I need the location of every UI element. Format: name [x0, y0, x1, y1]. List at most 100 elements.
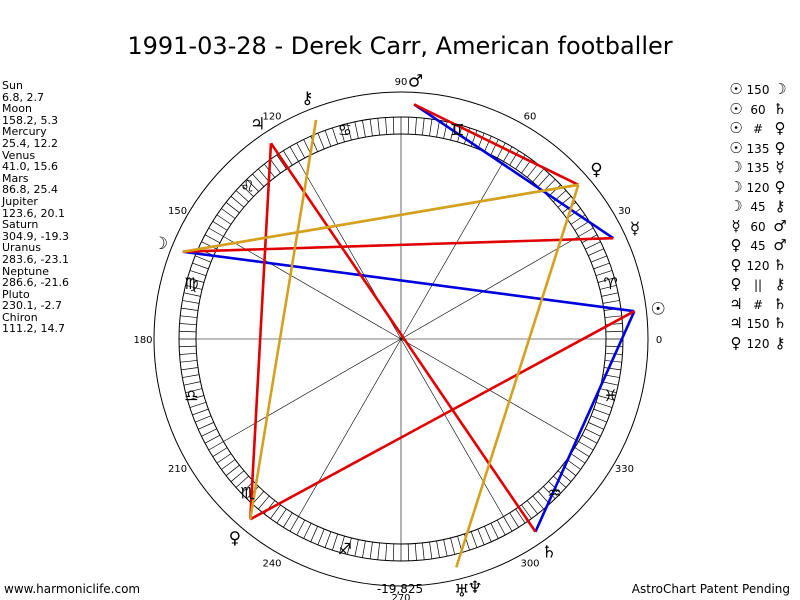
degree-tick	[477, 133, 485, 150]
degree-tick	[578, 441, 594, 451]
degree-tick	[276, 508, 287, 524]
planet-glyph: ♂	[773, 216, 787, 235]
degree-tick	[189, 270, 207, 276]
planet-coords: 86.8, 25.4	[2, 183, 58, 197]
degree-labels: 0 30 60 90 120 150 180 210 240 270 300 330	[133, 77, 662, 600]
degree-label: 150	[168, 206, 187, 217]
zodiac-sign-glyph: ♓	[603, 386, 617, 405]
degree-tick	[180, 315, 198, 318]
degree-tick	[179, 323, 197, 326]
degree-tick	[289, 146, 299, 162]
degree-tick	[484, 136, 492, 152]
planet-glyph: ♂	[773, 236, 787, 254]
degree-tick	[187, 277, 205, 283]
degree-tick	[310, 526, 318, 542]
planet-glyph: ☿	[775, 158, 785, 176]
degree-tick	[332, 533, 338, 551]
degree-tick	[181, 307, 199, 311]
planet-name: Saturn	[2, 218, 39, 232]
planet-coords: 304.9, -19.3	[2, 229, 69, 243]
planet-glyph: ☽	[729, 177, 743, 196]
aspect-line	[248, 119, 318, 520]
aspect-angle: 60	[750, 102, 766, 117]
aspect-row: ☉ 135 ♀	[728, 139, 788, 159]
degree-tick	[553, 475, 567, 488]
wheel-spoke	[400, 236, 579, 340]
degree-tick	[601, 381, 619, 386]
aspect-row: ☿ 60 ♂	[728, 217, 788, 237]
degree-tick	[578, 227, 594, 237]
planet-position-glyph: ♄	[542, 542, 557, 562]
planet-glyph: ♀	[774, 119, 786, 137]
degree-label: 210	[168, 464, 187, 475]
zodiac-sign-glyph: ♒	[547, 483, 561, 502]
planet-glyph: ♄	[773, 294, 787, 313]
website-link[interactable]: www.harmoniclife.com	[4, 582, 141, 596]
center-value: -19,825	[376, 582, 424, 596]
planet-glyph: ⚷	[774, 275, 786, 293]
planet-glyphs: ☉ ☽ ☿ ♀ ♂ ♃ ♄ ♅♆ ♀ ⚷	[153, 71, 666, 600]
planet-coords: 25.4, 12.2	[2, 136, 58, 150]
degree-tick	[185, 284, 203, 290]
wheel-ring	[153, 91, 649, 587]
degree-tick	[187, 395, 205, 401]
degree-tick	[339, 535, 345, 553]
degree-tick	[604, 360, 622, 363]
degree-tick	[324, 130, 332, 147]
degree-tick	[477, 528, 485, 545]
degree-tick	[296, 142, 306, 159]
aspect-line	[413, 103, 615, 240]
degree-tick	[179, 352, 197, 355]
planet-glyph: ☉	[729, 80, 743, 98]
degree-tick	[296, 519, 306, 536]
degree-tick	[354, 539, 359, 557]
degree-tick	[605, 330, 623, 333]
degree-tick	[195, 255, 212, 263]
planet-glyph: ☿	[731, 216, 741, 235]
degree-tick	[332, 127, 338, 145]
degree-tick	[346, 537, 352, 555]
degree-tick	[593, 408, 610, 416]
degree-tick	[208, 441, 224, 451]
aspect-angle: #	[752, 297, 764, 312]
degree-tick	[599, 388, 617, 394]
degree-tick	[450, 123, 456, 141]
aspect-row: ☉ 60 ♄	[728, 100, 788, 120]
planet-position-glyph: ⚷	[301, 89, 313, 109]
degree-tick	[470, 531, 478, 548]
degree-tick	[503, 516, 513, 532]
degree-tick	[450, 537, 456, 555]
planet-position-glyph: ♅	[454, 582, 469, 600]
aspect-angle: 150	[746, 317, 770, 331]
degree-tick	[601, 292, 619, 297]
degree-tick	[588, 248, 604, 256]
aspect-angle: 120	[746, 258, 770, 273]
degree-tick	[585, 241, 601, 250]
aspect-line	[182, 250, 635, 313]
degree-tick	[597, 277, 615, 283]
planet-name: Mercury	[2, 125, 47, 139]
planet-position-glyph: ♀	[590, 160, 602, 180]
degree-tick	[429, 541, 433, 559]
aspect-angle: 120	[746, 336, 770, 351]
aspect-line	[182, 236, 614, 254]
planet-name: Mars	[2, 171, 29, 185]
degree-tick	[407, 117, 410, 135]
planet-name: Jupiter	[2, 194, 38, 208]
planet-position-glyph: ♀	[229, 529, 241, 549]
zodiac-sign-glyph: ♈	[603, 274, 617, 293]
degree-tick	[225, 464, 240, 476]
chart-title: 1991-03-28 - Derek Carr, American footba…	[127, 32, 673, 60]
degree-tick	[189, 402, 207, 408]
aspect-line	[413, 103, 579, 186]
degree-tick	[436, 120, 440, 138]
degree-label: 300	[520, 558, 539, 569]
degree-tick	[414, 117, 417, 135]
degree-tick	[182, 374, 200, 378]
planet-coords: 111.2, 14.7	[2, 322, 65, 336]
degree-tick	[490, 139, 499, 155]
aspect-row: ♃ # ♄	[728, 295, 788, 315]
planet-position-glyph: ♆	[467, 578, 482, 598]
aspect-row: ♀ 120 ♄	[728, 256, 788, 276]
degree-tick	[566, 459, 581, 470]
